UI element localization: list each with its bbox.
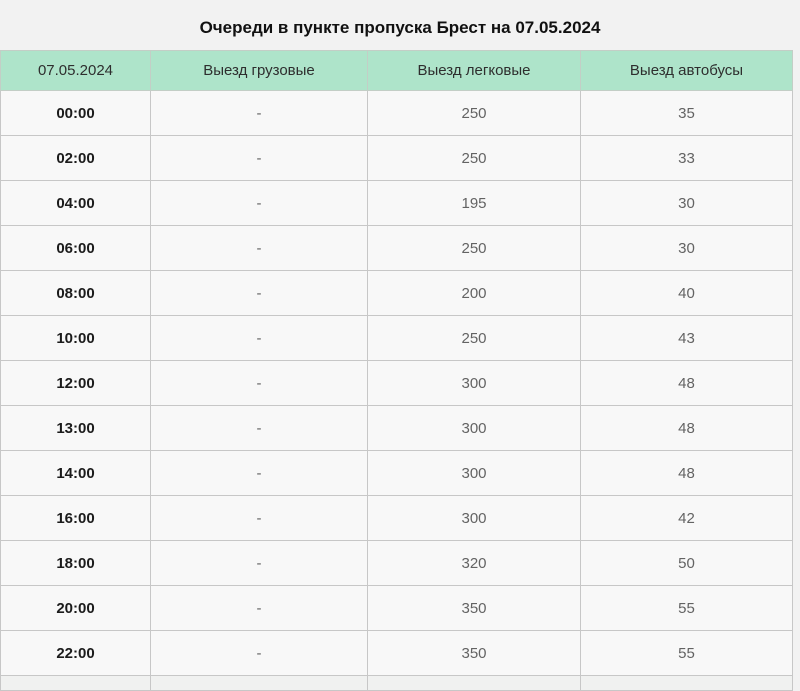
cars-cell: 300 [367, 405, 581, 451]
table-row: 16:00 - 300 42 [0, 495, 793, 541]
cars-cell: 320 [367, 540, 581, 586]
table-row: 18:00 - 320 50 [0, 540, 793, 586]
table-row: 13:00 - 300 48 [0, 405, 793, 451]
trucks-cell: - [150, 450, 368, 496]
time-cell: 13:00 [0, 405, 151, 451]
time-cell: 20:00 [0, 585, 151, 631]
cars-cell: 250 [367, 90, 581, 136]
buses-cell: 48 [580, 450, 793, 496]
table-row: 02:00 - 250 33 [0, 135, 793, 181]
trucks-cell: - [150, 405, 368, 451]
buses-cell: 50 [580, 540, 793, 586]
trucks-cell: - [150, 585, 368, 631]
buses-cell: 30 [580, 225, 793, 271]
header-cars: Выезд легковые [367, 50, 581, 91]
border-queues-table: 07.05.2024 Выезд грузовые Выезд легковые… [0, 50, 793, 691]
table-row: 20:00 - 350 55 [0, 585, 793, 631]
time-cell: 00:00 [0, 90, 151, 136]
cars-cell: 250 [367, 135, 581, 181]
buses-cell [580, 675, 793, 691]
cars-cell [367, 675, 581, 691]
table-row: 06:00 - 250 30 [0, 225, 793, 271]
time-cell: 22:00 [0, 630, 151, 676]
cars-cell: 300 [367, 495, 581, 541]
table-row: 22:00 - 350 55 [0, 630, 793, 676]
cars-cell: 195 [367, 180, 581, 226]
buses-cell: 48 [580, 405, 793, 451]
time-cell: 16:00 [0, 495, 151, 541]
buses-cell: 40 [580, 270, 793, 316]
cars-cell: 200 [367, 270, 581, 316]
buses-cell: 55 [580, 630, 793, 676]
trucks-cell: - [150, 315, 368, 361]
cars-cell: 250 [367, 225, 581, 271]
time-cell: 10:00 [0, 315, 151, 361]
table-row: 12:00 - 300 48 [0, 360, 793, 406]
trucks-cell: - [150, 270, 368, 316]
table-row: 08:00 - 200 40 [0, 270, 793, 316]
page-title: Очереди в пункте пропуска Брест на 07.05… [199, 18, 601, 37]
table-row: 04:00 - 195 30 [0, 180, 793, 226]
time-cell: 14:00 [0, 450, 151, 496]
buses-cell: 55 [580, 585, 793, 631]
trucks-cell: - [150, 540, 368, 586]
cars-cell: 350 [367, 585, 581, 631]
header-trucks: Выезд грузовые [150, 50, 368, 91]
buses-cell: 30 [580, 180, 793, 226]
trucks-cell: - [150, 360, 368, 406]
trucks-cell: - [150, 90, 368, 136]
trucks-cell: - [150, 630, 368, 676]
header-buses: Выезд автобусы [580, 50, 793, 91]
buses-cell: 33 [580, 135, 793, 181]
trucks-cell: - [150, 180, 368, 226]
trucks-cell: - [150, 225, 368, 271]
time-cell: 02:00 [0, 135, 151, 181]
buses-cell: 43 [580, 315, 793, 361]
trucks-cell: - [150, 135, 368, 181]
cars-cell: 350 [367, 630, 581, 676]
cars-cell: 300 [367, 450, 581, 496]
cars-cell: 300 [367, 360, 581, 406]
buses-cell: 35 [580, 90, 793, 136]
header-date: 07.05.2024 [0, 50, 151, 91]
time-cell [0, 675, 151, 691]
time-cell: 04:00 [0, 180, 151, 226]
trucks-cell: - [150, 495, 368, 541]
partial-clipped-row [0, 675, 793, 691]
table-header-row: 07.05.2024 Выезд грузовые Выезд легковые… [0, 50, 793, 91]
time-cell: 18:00 [0, 540, 151, 586]
table-row: 14:00 - 300 48 [0, 450, 793, 496]
time-cell: 06:00 [0, 225, 151, 271]
buses-cell: 42 [580, 495, 793, 541]
table-row: 00:00 - 250 35 [0, 90, 793, 136]
buses-cell: 48 [580, 360, 793, 406]
trucks-cell [150, 675, 368, 691]
cars-cell: 250 [367, 315, 581, 361]
time-cell: 08:00 [0, 270, 151, 316]
table-row: 10:00 - 250 43 [0, 315, 793, 361]
time-cell: 12:00 [0, 360, 151, 406]
